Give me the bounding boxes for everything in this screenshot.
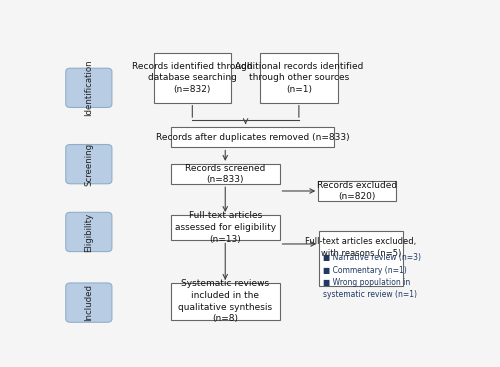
FancyBboxPatch shape [171,215,280,240]
Text: Records screened
(n=833): Records screened (n=833) [185,164,266,185]
Text: Identification: Identification [84,59,94,116]
Text: ■ Narrative review (n=3): ■ Narrative review (n=3) [323,253,421,262]
FancyBboxPatch shape [66,212,112,252]
Text: Records after duplicates removed (n=833): Records after duplicates removed (n=833) [156,133,349,142]
FancyBboxPatch shape [260,53,338,103]
Text: Systematic reviews
included in the
qualitative synthesis
(n=8): Systematic reviews included in the quali… [178,279,272,323]
FancyBboxPatch shape [66,283,112,322]
FancyBboxPatch shape [66,145,112,184]
FancyBboxPatch shape [66,68,112,108]
FancyBboxPatch shape [171,164,280,184]
FancyBboxPatch shape [318,181,396,201]
Text: ■ Commentary (n=1): ■ Commentary (n=1) [323,266,407,275]
Text: Eligibility: Eligibility [84,212,94,252]
FancyBboxPatch shape [154,53,231,103]
Text: Full-text articles excluded,
with reasons (n=5): Full-text articles excluded, with reason… [305,237,416,258]
Text: Full-text articles
assessed for eligibility
(n=13): Full-text articles assessed for eligibil… [174,211,276,244]
Text: Additional records identified
through other sources
(n=1): Additional records identified through ot… [234,62,363,94]
FancyBboxPatch shape [171,283,280,320]
Text: ■ Wrong population in
systematic review (n=1): ■ Wrong population in systematic review … [323,279,417,299]
Text: Records excluded
(n=820): Records excluded (n=820) [317,181,397,201]
Text: Included: Included [84,284,94,321]
FancyBboxPatch shape [319,231,402,286]
Text: Screening: Screening [84,142,94,186]
Text: Records identified through
database searching
(n=832): Records identified through database sear… [132,62,252,94]
FancyBboxPatch shape [171,127,334,148]
